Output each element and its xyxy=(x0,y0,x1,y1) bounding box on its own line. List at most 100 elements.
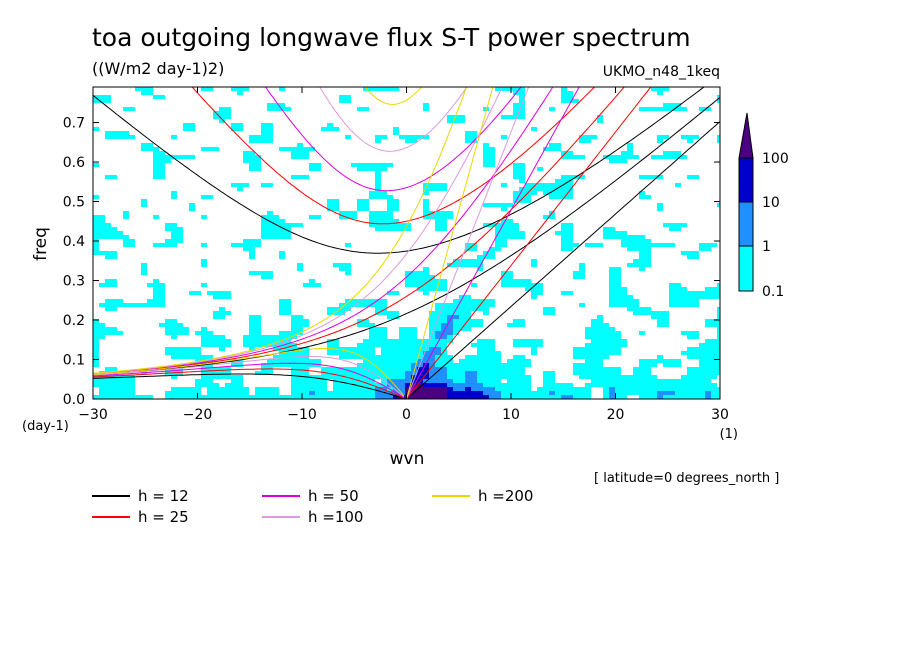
spectrum-cell xyxy=(363,107,369,111)
spectrum-cell xyxy=(309,163,315,167)
spectrum-cell xyxy=(267,131,273,135)
spectrum-cell xyxy=(375,211,381,215)
spectrum-cell xyxy=(441,315,447,319)
spectrum-cell xyxy=(165,327,171,331)
spectrum-cell xyxy=(705,395,711,399)
spectrum-cell xyxy=(597,351,603,355)
spectrum-cell xyxy=(507,371,513,375)
spectrum-cell xyxy=(405,383,411,387)
spectrum-cell xyxy=(207,371,213,375)
spectrum-cell xyxy=(615,335,621,339)
spectrum-cell xyxy=(405,363,411,367)
spectrum-cell xyxy=(333,391,339,395)
spectrum-cell xyxy=(375,339,381,343)
spectrum-cell xyxy=(435,371,441,375)
spectrum-cell xyxy=(105,375,111,379)
spectrum-cell xyxy=(501,227,507,231)
spectrum-cell xyxy=(483,355,489,359)
spectrum-cell xyxy=(207,383,213,387)
spectrum-cell xyxy=(657,379,663,383)
spectrum-cell xyxy=(627,383,633,387)
spectrum-cell xyxy=(261,275,267,279)
spectrum-cell xyxy=(387,395,393,399)
spectrum-cell xyxy=(633,307,639,311)
spectrum-cell xyxy=(219,315,225,319)
spectrum-cell xyxy=(153,243,159,247)
spectrum-cell xyxy=(267,215,273,219)
spectrum-cell xyxy=(705,107,711,111)
spectrum-cell xyxy=(489,251,495,255)
spectrum-cell xyxy=(483,387,489,391)
spectrum-cell xyxy=(249,167,255,171)
spectrum-cell xyxy=(93,395,99,399)
spectrum-cell xyxy=(297,151,303,155)
spectrum-cell xyxy=(561,195,567,199)
spectrum-cell xyxy=(699,375,705,379)
spectrum-cell xyxy=(717,307,720,311)
spectrum-cell xyxy=(189,395,195,399)
spectrum-cell xyxy=(171,319,177,323)
spectrum-cell xyxy=(177,371,183,375)
spectrum-cell xyxy=(249,139,255,143)
spectrum-cell xyxy=(111,279,117,283)
spectrum-cell xyxy=(501,395,507,399)
spectrum-cell xyxy=(261,219,267,223)
spectrum-cell xyxy=(147,395,153,399)
spectrum-cell xyxy=(429,183,435,187)
spectrum-cell xyxy=(333,263,339,267)
spectrum-cell xyxy=(621,303,627,307)
spectrum-cell xyxy=(513,379,519,383)
spectrum-cell xyxy=(639,239,645,243)
spectrum-cell xyxy=(369,347,375,351)
spectrum-cell xyxy=(171,231,177,235)
spectrum-cell xyxy=(279,147,285,151)
spectrum-cell xyxy=(681,223,687,227)
spectrum-cell xyxy=(285,147,291,151)
spectrum-cell xyxy=(507,359,513,363)
spectrum-cell xyxy=(129,239,135,243)
spectrum-cell xyxy=(513,339,519,343)
mrg-curve xyxy=(93,87,554,375)
spectrum-cell xyxy=(489,355,495,359)
spectrum-cell xyxy=(111,231,117,235)
spectrum-cell xyxy=(669,295,675,299)
spectrum-cell xyxy=(567,243,573,247)
spectrum-cell xyxy=(513,107,519,111)
spectrum-cell xyxy=(231,127,237,131)
spectrum-cell xyxy=(363,371,369,375)
spectrum-cell xyxy=(327,391,333,395)
spectrum-cell xyxy=(435,387,441,391)
spectrum-cell xyxy=(693,299,699,303)
spectrum-cell xyxy=(267,231,273,235)
spectrum-cell xyxy=(441,327,447,331)
spectrum-cell xyxy=(165,391,171,395)
spectrum-cell xyxy=(603,367,609,371)
spectrum-cell xyxy=(567,235,573,239)
spectrum-cell xyxy=(603,355,609,359)
spectrum-cell xyxy=(519,167,525,171)
spectrum-cell xyxy=(483,147,489,151)
spectrum-cell xyxy=(201,215,207,219)
spectrum-cell xyxy=(681,351,687,355)
spectrum-cell xyxy=(507,367,513,371)
spectrum-cell xyxy=(435,279,441,283)
spectrum-cell xyxy=(213,311,219,315)
spectrum-cell xyxy=(591,379,597,383)
spectrum-cell xyxy=(615,351,621,355)
spectrum-cell xyxy=(441,371,447,375)
spectrum-cell xyxy=(657,207,663,211)
spectrum-cell xyxy=(705,363,711,367)
spectrum-cell xyxy=(381,223,387,227)
spectrum-cell xyxy=(165,227,171,231)
spectrum-cell xyxy=(171,387,177,391)
spectrum-cell xyxy=(717,319,720,323)
spectrum-cell xyxy=(651,155,657,159)
spectrum-cell xyxy=(447,331,453,335)
spectrum-cell xyxy=(267,339,273,343)
spectrum-cell xyxy=(213,339,219,343)
spectrum-cell xyxy=(519,363,525,367)
spectrum-cell xyxy=(681,155,687,159)
spectrum-cell xyxy=(405,327,411,331)
spectrum-cell xyxy=(615,155,621,159)
spectrum-cell xyxy=(513,363,519,367)
